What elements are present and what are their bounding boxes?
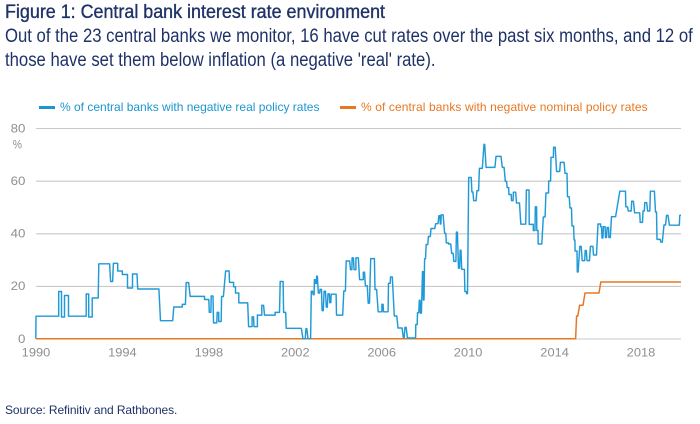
svg-text:60: 60	[11, 174, 26, 188]
svg-text:2018: 2018	[627, 346, 656, 360]
svg-text:0: 0	[18, 332, 26, 346]
svg-text:2010: 2010	[454, 346, 483, 360]
svg-text:40: 40	[11, 227, 26, 241]
svg-text:2002: 2002	[281, 346, 310, 360]
svg-text:1998: 1998	[195, 346, 224, 360]
svg-text:1994: 1994	[108, 346, 137, 360]
svg-text:80: 80	[11, 121, 26, 135]
svg-text:20: 20	[11, 279, 26, 293]
svg-text:2014: 2014	[540, 346, 569, 360]
svg-text:1990: 1990	[22, 346, 51, 360]
svg-text:%: %	[13, 137, 22, 151]
svg-text:2006: 2006	[367, 346, 396, 360]
